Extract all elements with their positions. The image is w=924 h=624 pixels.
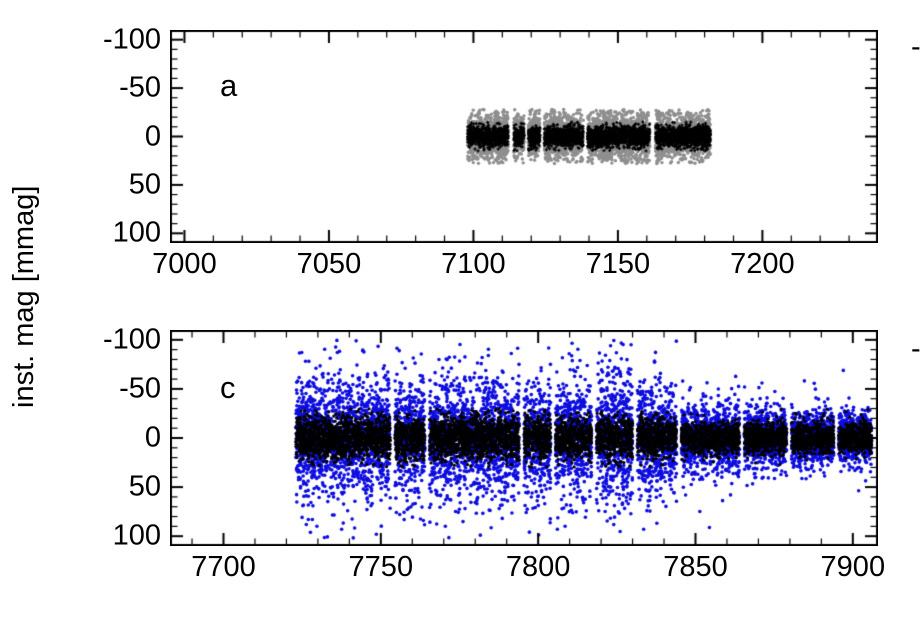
cropped-neighbor-label-bottom: -	[911, 335, 921, 364]
scatter-plot-canvas-c	[170, 330, 878, 546]
panel-a: a 7000 7050 7100 7150 7200 -100 -50 0 50 100	[103, 25, 878, 279]
x-tick-label: 7800	[505, 551, 571, 583]
y-tick-label: -100	[102, 323, 161, 356]
y-tick-label: -50	[119, 372, 161, 405]
cropped-neighbor-label-top: -	[911, 33, 921, 62]
x-tick-label: 7000	[152, 248, 217, 280]
x-tick-label: 7050	[296, 248, 362, 280]
y-tick-label: 0	[144, 421, 161, 454]
x-tick-label: 7850	[663, 551, 728, 583]
panel-a-letter: a	[220, 68, 238, 103]
x-tick-label: 7150	[585, 248, 651, 280]
x-tick-label: 7200	[730, 248, 795, 280]
x-tick-label: 7750	[348, 551, 414, 583]
y-tick-label: -100	[102, 23, 161, 56]
y-axis-label: inst. mag [mmag]	[8, 185, 40, 408]
x-tick-label: 7700	[191, 551, 256, 583]
y-tick-label: 100	[112, 216, 161, 249]
y-tick-label: 50	[128, 168, 161, 201]
y-tick-label: 100	[112, 519, 161, 552]
y-tick-label: 0	[144, 120, 161, 152]
y-tick-label: 50	[128, 470, 161, 503]
panel-c: c 7700 7750 7800 7850 7900 -100 -50 0 50 100	[103, 325, 885, 582]
x-tick-label: 7100	[441, 248, 506, 280]
y-tick-label: -50	[119, 71, 161, 104]
x-tick-label: 7900	[820, 551, 886, 583]
scatter-plot-canvas-a	[170, 30, 878, 243]
panel-c-letter: c	[220, 370, 236, 405]
